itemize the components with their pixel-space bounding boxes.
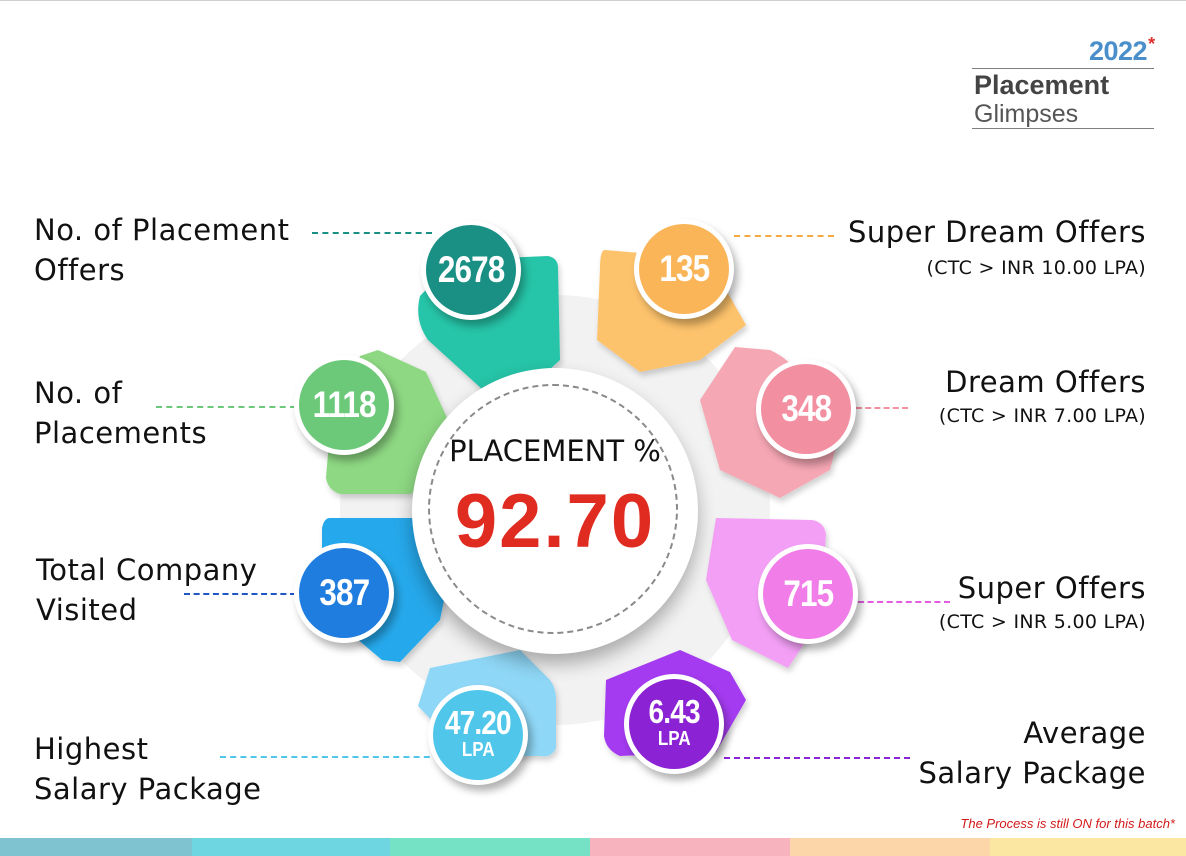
label-placement-offers: No. of Placement Offers — [34, 213, 290, 287]
footer-bar-6 — [990, 838, 1186, 856]
placement-percent-label: PLACEMENT % — [449, 434, 661, 468]
label-highest-salary: Highest Salary Package — [34, 732, 262, 806]
label-super-offers: Super Offers — [957, 571, 1146, 605]
circle-highest-salary: 47.20 LPA — [428, 685, 528, 785]
leader-super-dream — [734, 235, 834, 237]
label-total-company: Total Company Visited — [36, 553, 258, 627]
leader-total-company — [184, 593, 296, 595]
footer-bar-5 — [790, 838, 990, 856]
badge-title: Placement — [974, 70, 1110, 100]
process-note: The Process is still ON for this batch* — [960, 816, 1175, 831]
top-border — [0, 0, 1186, 1]
circle-placement-offers: 2678 — [421, 220, 521, 320]
leader-average-salary — [724, 757, 910, 759]
circle-super-offers: 715 — [758, 544, 858, 644]
circle-average-salary: 6.43 LPA — [624, 674, 724, 774]
footer-bar-2 — [192, 838, 390, 856]
sub-super-offers: (CTC > INR 5.00 LPA) — [938, 611, 1146, 633]
circle-total-company: 387 — [294, 543, 394, 643]
label-placements: No. of Placements — [34, 376, 208, 450]
label-super-dream: Super Dream Offers — [848, 215, 1146, 249]
circle-placements: 1118 — [294, 355, 394, 455]
placement-percent-value: 92.70 — [454, 479, 656, 564]
leader-placement-offers — [312, 232, 432, 234]
label-average-salary: Average Salary Package — [918, 716, 1146, 790]
leader-dream — [856, 407, 908, 409]
leader-super-offers — [858, 601, 950, 603]
circle-dream: 348 — [756, 359, 856, 459]
leader-highest-salary — [220, 756, 440, 758]
badge-subtitle: Glimpses — [974, 100, 1079, 128]
sub-dream: (CTC > INR 7.00 LPA) — [938, 405, 1146, 427]
center-dashed-ring — [428, 384, 678, 634]
badge-divider-top — [972, 68, 1154, 69]
badge-asterisk: * — [1148, 34, 1155, 54]
footer-bar-4 — [590, 838, 790, 856]
leader-placements — [156, 406, 296, 408]
label-dream: Dream Offers — [945, 365, 1146, 399]
sub-super-dream: (CTC > INR 10.00 LPA) — [926, 257, 1146, 279]
footer-bar-1 — [0, 838, 192, 856]
badge-divider-bottom — [972, 128, 1154, 129]
badge-year: 2022* — [1089, 34, 1155, 66]
circle-super-dream: 135 — [634, 219, 734, 319]
footer-bar-3 — [390, 838, 590, 856]
